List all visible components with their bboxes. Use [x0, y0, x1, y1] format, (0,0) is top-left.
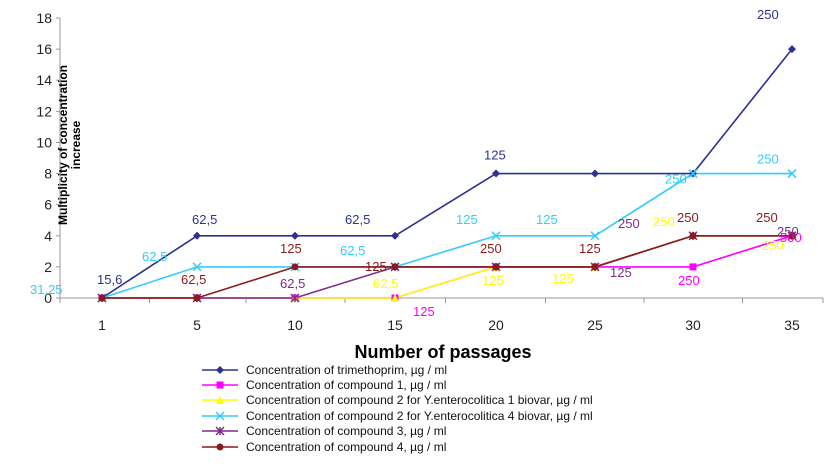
- chart-series-lines: [102, 49, 792, 298]
- data-point-s1-25: [591, 170, 599, 178]
- data-label: 125: [579, 241, 601, 256]
- x-tick-label: 15: [387, 317, 403, 333]
- chart-legend: Concentration of trimethoprim, µg / ml Co…: [200, 362, 593, 454]
- legend-label: Concentration of compound 3, µg / ml: [246, 424, 446, 438]
- legend-item: Concentration of compound 2 for Y.entero…: [200, 393, 593, 408]
- data-label: 125: [536, 212, 558, 227]
- legend-label: Concentration of compound 2 for Y.entero…: [246, 409, 593, 423]
- data-point-s6-15: [392, 263, 399, 270]
- data-label: 125: [610, 265, 632, 280]
- data-label: 250: [618, 216, 640, 231]
- y-tick-label: 14: [36, 72, 52, 88]
- legend-label: Concentration of compound 2 for Y.entero…: [246, 393, 593, 407]
- data-point-s6-5: [194, 295, 201, 302]
- data-label: 62,5: [373, 276, 398, 291]
- series-line-1: [102, 49, 792, 298]
- data-label: 125: [365, 259, 387, 274]
- data-label: 250: [757, 7, 779, 22]
- x-tick-label: 5: [193, 317, 201, 333]
- legend-item: Concentration of compound 4, µg / ml: [200, 439, 593, 454]
- legend-swatch: [200, 379, 240, 391]
- data-label: 31,25: [30, 282, 63, 297]
- x-tick-label: 30: [685, 317, 701, 333]
- data-label: 125: [456, 212, 478, 227]
- data-point-s1-10: [291, 232, 299, 240]
- data-label: 250: [665, 172, 687, 187]
- data-point-s2-30: [690, 263, 697, 270]
- x-tick-label: 35: [784, 317, 800, 333]
- data-label: 250: [653, 214, 675, 229]
- legend-label: Concentration of trimethoprim, µg / ml: [246, 363, 447, 377]
- legend-marker: [216, 366, 224, 374]
- legend-swatch: [200, 394, 240, 406]
- data-label: 250: [756, 210, 778, 225]
- legend-item: Concentration of trimethoprim, µg / ml: [200, 362, 593, 377]
- data-label: 125: [552, 271, 574, 286]
- chart-axes: [60, 18, 823, 298]
- data-point-s1-15: [391, 232, 399, 240]
- data-point-s6-1: [99, 295, 106, 302]
- data-label: 125: [484, 148, 506, 163]
- data-point-s6-20: [493, 263, 500, 270]
- data-point-s1-20: [492, 170, 500, 178]
- y-tick-label: 6: [44, 197, 52, 213]
- legend-marker: [217, 382, 224, 389]
- y-axis-title-line1: Multiplicity of concentration: [56, 65, 70, 225]
- legend-swatch: [200, 364, 240, 376]
- data-label: 62,5: [192, 212, 217, 227]
- legend-swatch: [200, 441, 240, 453]
- legend-item: Concentration of compound 1, µg / ml: [200, 377, 593, 392]
- data-label: 250: [757, 152, 779, 167]
- x-axis-title: Number of passages: [354, 342, 531, 362]
- data-label: 250: [678, 273, 700, 288]
- data-point-s1-5: [193, 232, 201, 240]
- y-tick-label: 10: [36, 134, 52, 150]
- data-label: 15,6: [97, 272, 122, 287]
- legend-item: Concentration of compound 3, µg / ml: [200, 424, 593, 439]
- data-label: 62,5: [340, 243, 365, 258]
- data-point-s6-30: [690, 232, 697, 239]
- y-tick-label: 12: [36, 103, 52, 119]
- data-label: 250: [762, 238, 784, 253]
- y-tick-label: 16: [36, 41, 52, 57]
- x-tick-label: 20: [488, 317, 504, 333]
- data-label: 250: [480, 241, 502, 256]
- legend-item: Concentration of compound 2 for Y.entero…: [200, 408, 593, 423]
- legend-swatch: [200, 410, 240, 422]
- y-tick-label: 18: [36, 10, 52, 26]
- y-axis-title-line2: increase: [69, 120, 83, 169]
- y-axis-title: Multiplicity of concentration increase: [56, 65, 83, 225]
- data-label: 125: [280, 241, 302, 256]
- x-tick-label: 1: [98, 317, 106, 333]
- legend-swatch: [200, 425, 240, 437]
- chart-series-markers: [98, 45, 796, 302]
- data-point-s6-10: [292, 263, 299, 270]
- legend-marker: [217, 443, 224, 450]
- y-tick-label: 2: [44, 259, 52, 275]
- data-label: 62,5: [280, 276, 305, 291]
- data-label: 250: [677, 210, 699, 225]
- legend-label: Concentration of compound 1, µg / ml: [246, 378, 446, 392]
- data-label: 125: [413, 304, 435, 319]
- legend-label: Concentration of compound 4, µg / ml: [246, 440, 446, 454]
- data-point-s6-25: [592, 263, 599, 270]
- y-tick-label: 4: [44, 228, 52, 244]
- y-tick-label: 8: [44, 166, 52, 182]
- x-tick-label: 10: [287, 317, 303, 333]
- data-label: 62,5: [345, 212, 370, 227]
- data-label: 250: [777, 224, 799, 239]
- data-label: 125: [482, 273, 504, 288]
- x-tick-label: 25: [587, 317, 603, 333]
- data-label: 62,5: [181, 272, 206, 287]
- data-label: 62,5: [142, 249, 167, 264]
